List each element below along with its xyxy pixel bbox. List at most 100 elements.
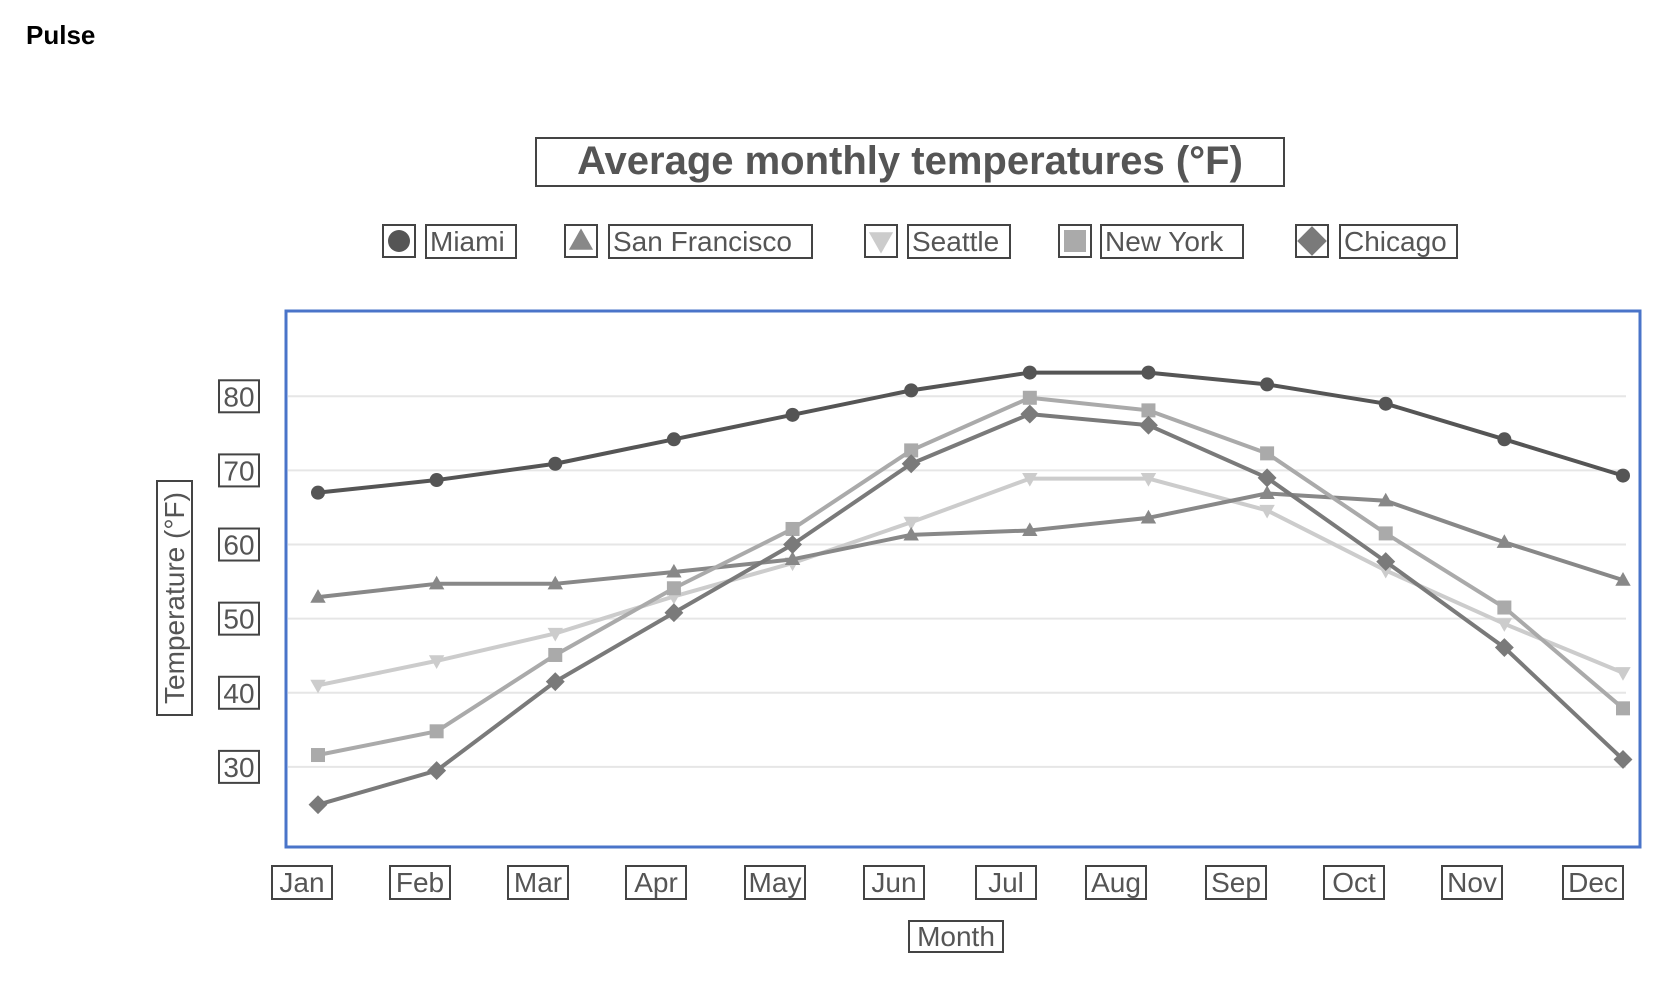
legend-marker-seattle [868,232,894,254]
legend-swatch-frame [864,224,898,258]
point-miami-feb [429,473,444,488]
point-seattle-nov [1496,618,1513,632]
point-chicago-jun [901,454,921,474]
point-san-francisco-dec [1615,572,1631,586]
point-miami-dec [1616,468,1630,483]
point-san-francisco-may [784,551,801,565]
point-seattle-mar [547,627,563,642]
point-miami-apr [666,432,681,447]
series-miami [311,365,1630,500]
chart-grid [288,395,1626,768]
point-seattle-feb [428,655,445,669]
x-tick-frame-sep [1205,865,1267,900]
series-seattle [310,472,1631,694]
y-tick-50: 50 [223,604,254,635]
legend-swatch-frame [1058,224,1092,258]
legend-item-new-york[interactable]: New York [1058,224,1244,259]
y-tick-40: 40 [223,678,254,709]
y-tick-80: 80 [223,381,254,412]
x-tick-frame-oct [1323,865,1385,900]
x-tick-sep: Sep [1211,867,1261,898]
chart-title-frame [535,137,1285,187]
point-new-york-feb [429,724,444,739]
x-tick-mar: Mar [514,867,562,898]
point-new-york-oct [1378,526,1393,541]
x-axis-label: Month [917,921,995,952]
x-tick-oct: Oct [1332,867,1376,898]
point-san-francisco-nov [1496,534,1513,548]
legend-marker-miami [388,230,410,252]
point-miami-aug [1141,365,1156,380]
y-axis-label-frame [156,480,193,716]
point-chicago-jan [308,795,328,815]
point-san-francisco-aug [1140,509,1157,524]
point-chicago-jul [1020,404,1040,424]
x-tick-frame-jul [975,865,1037,900]
x-tick-frame-aug [1085,865,1147,900]
legend-marker-san-francisco [568,228,594,250]
point-chicago-mar [545,672,565,692]
x-tick-frame-jan [271,865,333,900]
x-tick-aug: Aug [1091,867,1141,898]
legend-label-new-york: New York [1105,226,1224,257]
point-san-francisco-sep [1259,485,1275,499]
legend-item-chicago[interactable]: Chicago [1295,224,1458,259]
point-new-york-mar [548,647,563,662]
x-tick-jan: Jan [279,867,324,898]
point-chicago-apr [664,603,684,623]
series-line-miami [317,370,1624,495]
point-new-york-jul [1022,390,1037,405]
legend-label-chicago: Chicago [1344,226,1447,257]
legend-item-san-francisco[interactable]: San Francisco [564,224,813,259]
x-tick-dec: Dec [1568,867,1618,898]
x-tick-frame-feb [389,865,451,900]
legend-item-miami[interactable]: Miami [382,224,517,259]
point-san-francisco-mar [547,575,563,590]
point-new-york-nov [1497,600,1512,615]
x-axis-ticks: Jan Feb Mar Apr May Jun Jul Aug Sep Oct Nov Dec [271,865,1624,900]
point-miami-mar [548,456,563,471]
plot-area-frame [284,309,1642,849]
x-tick-jun: Jun [871,867,916,898]
legend-item-seattle[interactable]: Seattle [864,224,1011,259]
point-seattle-oct [1378,564,1394,579]
point-new-york-jun [904,443,919,458]
legend-marker-new-york [1064,230,1086,252]
series-line-chicago [317,412,1625,807]
x-tick-feb: Feb [396,867,444,898]
point-miami-oct [1378,396,1393,411]
point-seattle-aug [1140,472,1157,487]
x-tick-frame-may [744,865,806,900]
legend-swatch-frame [382,224,416,258]
series-line-san-francisco [317,491,1624,600]
x-tick-nov: Nov [1447,867,1497,898]
point-new-york-dec [1616,701,1630,716]
chart-title: Average monthly temperatures (°F) [577,139,1243,183]
y-tick-70: 70 [223,455,254,486]
legend-label-frame [907,224,1011,259]
x-tick-frame-mar [507,865,569,900]
point-new-york-jan [311,748,325,763]
point-chicago-nov [1494,638,1514,658]
point-miami-nov [1497,432,1512,447]
chart-series [308,365,1633,815]
point-chicago-dec [1613,750,1633,769]
y-tick-30: 30 [223,752,254,783]
series-line-new-york [317,395,1625,757]
point-chicago-feb [427,761,447,781]
y-axis-label: Temperature (°F) [159,492,190,704]
point-chicago-may [783,535,802,554]
x-tick-frame-dec [1562,865,1624,900]
series-new-york [311,390,1630,763]
point-miami-sep [1260,377,1275,392]
point-san-francisco-apr [666,563,682,578]
x-axis-label-group: Month [908,920,1004,953]
x-axis-label-frame [908,920,1004,953]
point-san-francisco-feb [428,575,445,590]
y-tick-frame-70 [218,453,260,488]
legend-label-frame [608,224,813,259]
point-chicago-aug [1139,415,1158,435]
series-chicago [308,404,1633,815]
point-san-francisco-jan [310,589,326,603]
